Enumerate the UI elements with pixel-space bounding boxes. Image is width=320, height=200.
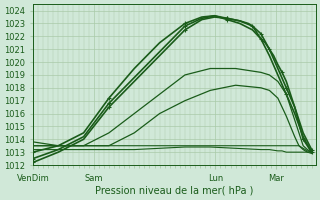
X-axis label: Pression niveau de la mer( hPa ): Pression niveau de la mer( hPa ): [95, 186, 253, 196]
